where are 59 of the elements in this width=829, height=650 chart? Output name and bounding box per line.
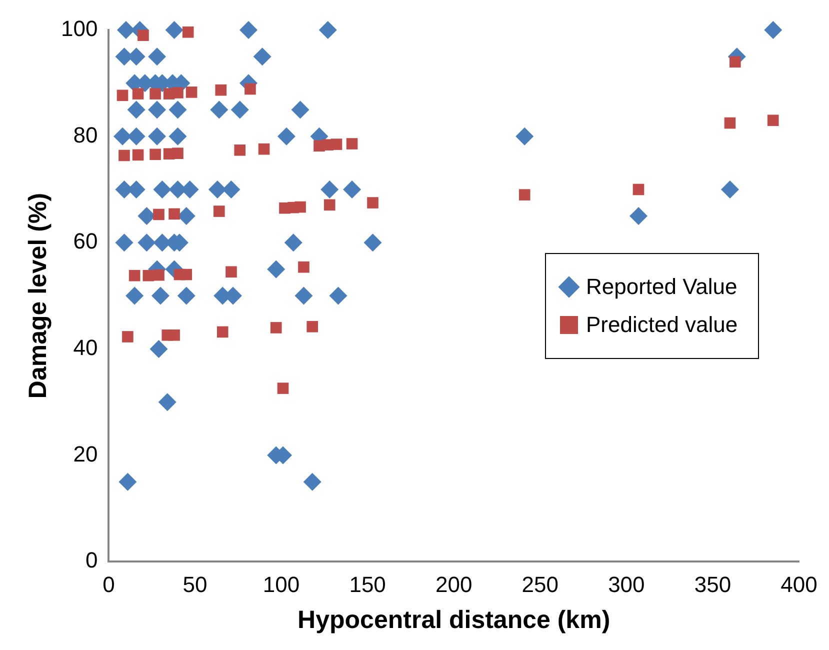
point [122,331,134,342]
point [180,268,192,280]
point [226,266,237,278]
point [367,197,378,208]
point [138,30,149,41]
point [346,138,358,150]
x-tick-label: 400 [780,572,818,597]
x-tick-label: 250 [522,572,558,597]
point [215,84,227,96]
y-tick-label: 60 [73,228,98,254]
point [244,83,256,95]
point [306,320,318,332]
x-tick-label: 200 [435,572,472,597]
point [153,269,164,281]
point [153,208,164,220]
point [330,138,342,150]
point [729,56,741,68]
y-axis-title: Damage level (%) [24,192,52,399]
point [142,270,154,282]
point [234,144,246,156]
x-tick-label: 300 [608,572,645,597]
point [216,326,228,338]
point [186,86,198,98]
point [724,117,736,129]
y-tick-label: 40 [73,335,98,360]
x-tick-label: 350 [694,572,732,597]
point [168,208,180,220]
point [132,149,144,161]
point [767,114,779,126]
point [518,189,530,200]
point [172,87,184,98]
point [128,270,140,282]
point [324,199,336,211]
y-tick-label: 80 [73,122,98,148]
x-axis-title: Hypocentral distance (km) [298,606,610,634]
y-tick-label: 20 [73,441,98,466]
legend-label: Predicted value [586,312,738,338]
x-tick-label: 0 [102,572,115,597]
x-tick-label: 100 [262,572,300,597]
point [168,329,180,341]
point [632,184,644,196]
legend-label: Reported Value [586,274,738,300]
x-tick-label: 50 [182,572,208,597]
point [118,150,130,162]
point [132,88,144,100]
point [258,143,270,155]
x-tick-label: 150 [349,572,386,597]
point [172,148,184,159]
point [150,148,161,160]
point [213,206,225,217]
point [182,26,194,38]
point [150,88,161,100]
point [294,201,306,213]
y-tick-label: 100 [60,16,98,42]
point [298,261,310,273]
y-tick-label: 0 [85,548,98,573]
point [277,382,289,394]
point [116,90,128,102]
point [270,322,282,334]
